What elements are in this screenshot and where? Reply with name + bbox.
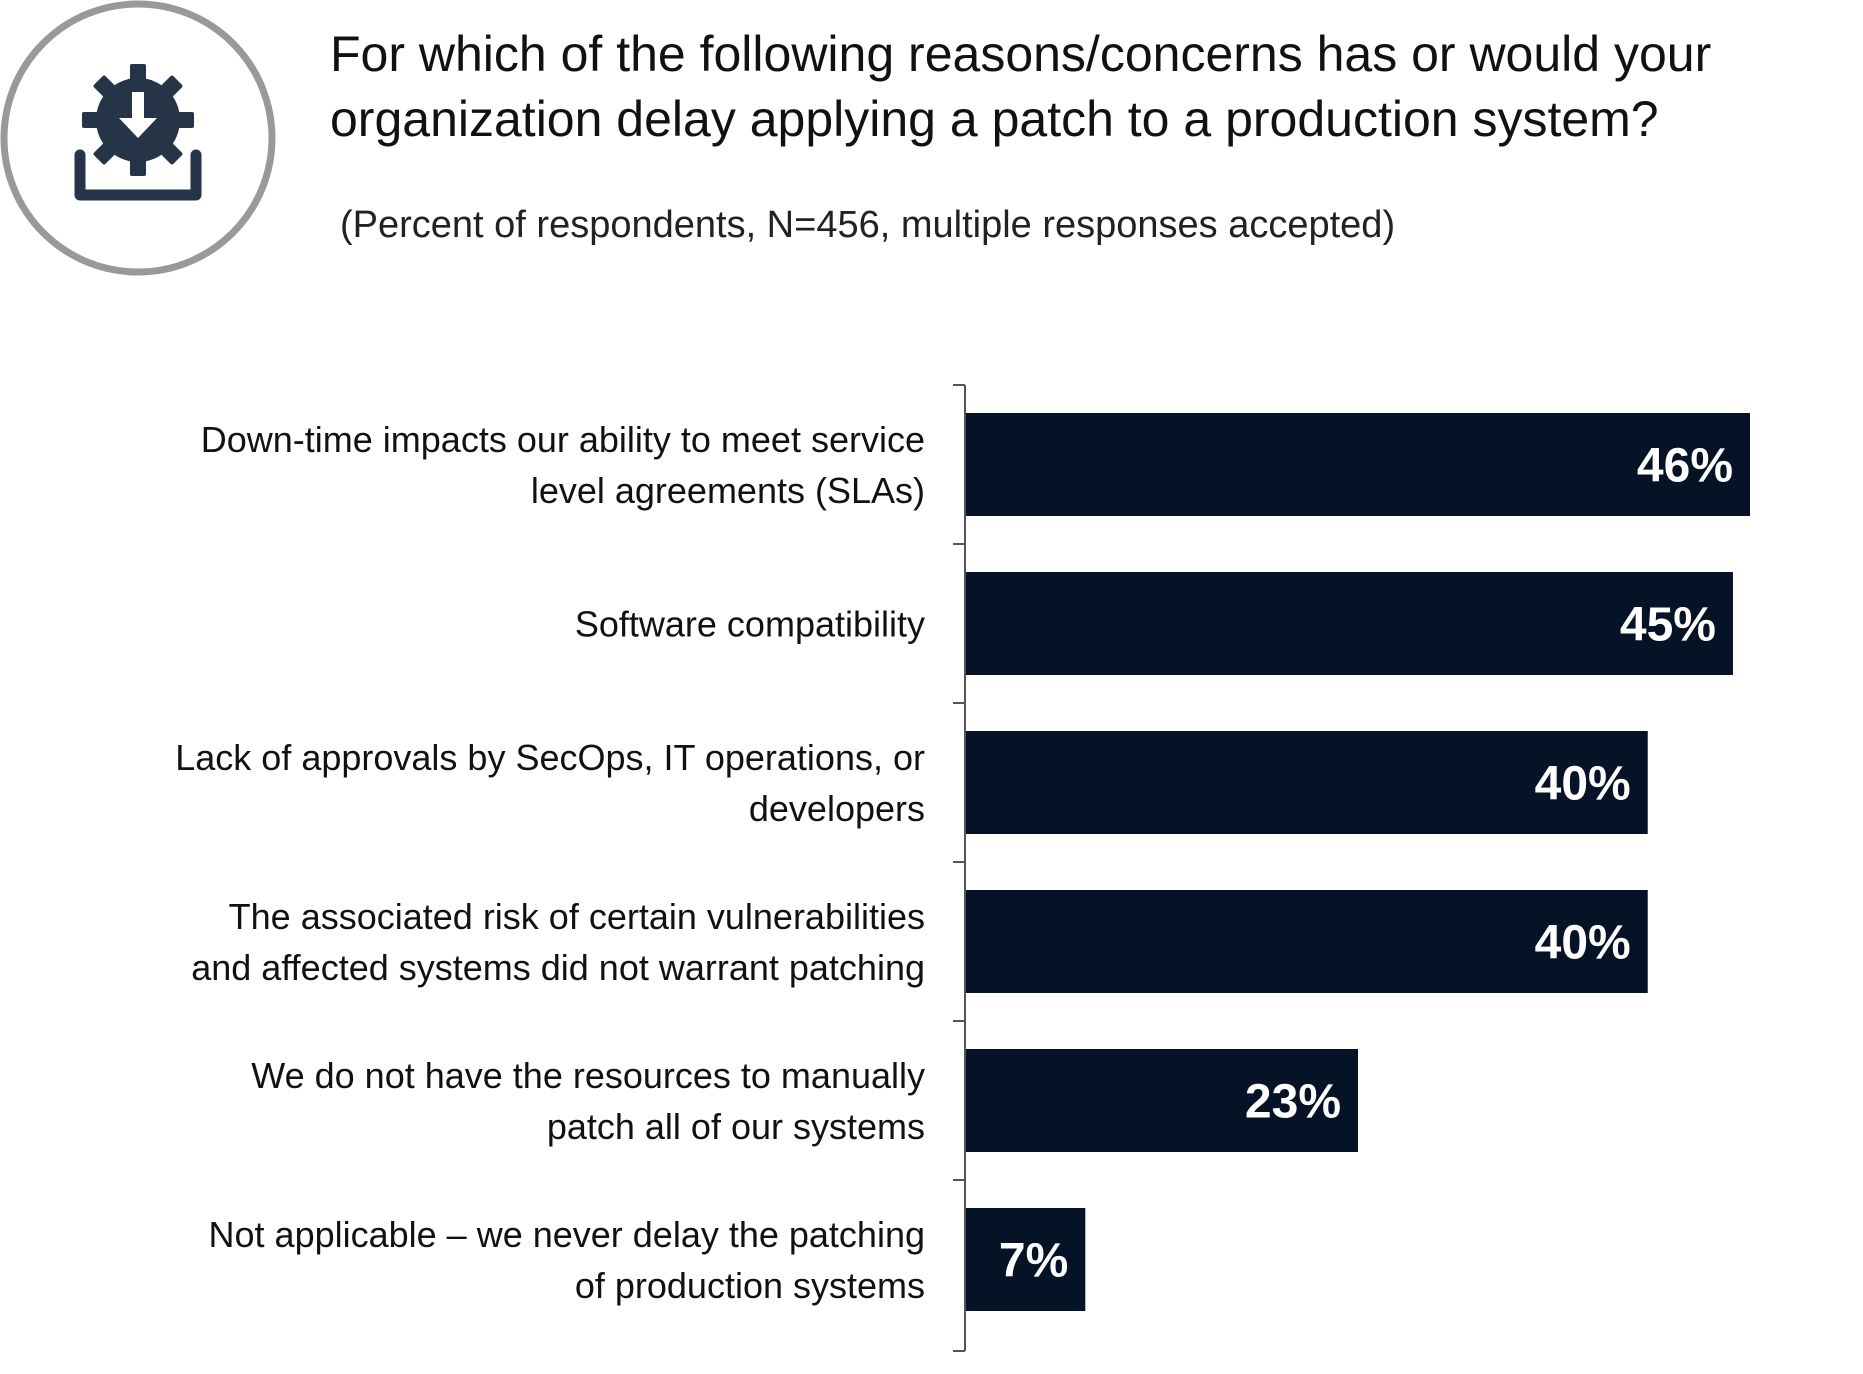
category-label: patch all of our systems xyxy=(547,1106,925,1147)
bar xyxy=(966,1208,1086,1311)
category-label: and affected systems did not warrant pat… xyxy=(191,947,925,988)
bar xyxy=(966,890,1648,993)
data-label: 7% xyxy=(999,1235,1068,1288)
data-label: 45% xyxy=(1620,599,1716,652)
category-label: We do not have the resources to manually xyxy=(251,1055,925,1096)
data-label: 40% xyxy=(1535,758,1631,811)
gear-download-icon xyxy=(0,0,276,276)
chart-subtitle: (Percent of respondents, N=456, multiple… xyxy=(340,204,1396,246)
category-label: Software compatibility xyxy=(575,604,925,645)
bar xyxy=(966,731,1648,834)
chart-title: For which of the following reasons/conce… xyxy=(330,26,1712,147)
data-label: 23% xyxy=(1245,1076,1341,1129)
category-label: Lack of approvals by SecOps, IT operatio… xyxy=(175,737,925,778)
bar xyxy=(966,1049,1358,1152)
category-label: Down-time impacts our ability to meet se… xyxy=(201,419,925,460)
data-label: 40% xyxy=(1535,917,1631,970)
bar xyxy=(966,413,1750,516)
category-label: developers xyxy=(749,788,925,829)
category-label: level agreements (SLAs) xyxy=(531,470,925,511)
category-label: The associated risk of certain vulnerabi… xyxy=(229,896,925,937)
category-label: of production systems xyxy=(575,1265,925,1306)
data-label: 46% xyxy=(1637,440,1733,493)
category-label: Not applicable – we never delay the patc… xyxy=(209,1214,925,1255)
bar xyxy=(966,572,1733,675)
